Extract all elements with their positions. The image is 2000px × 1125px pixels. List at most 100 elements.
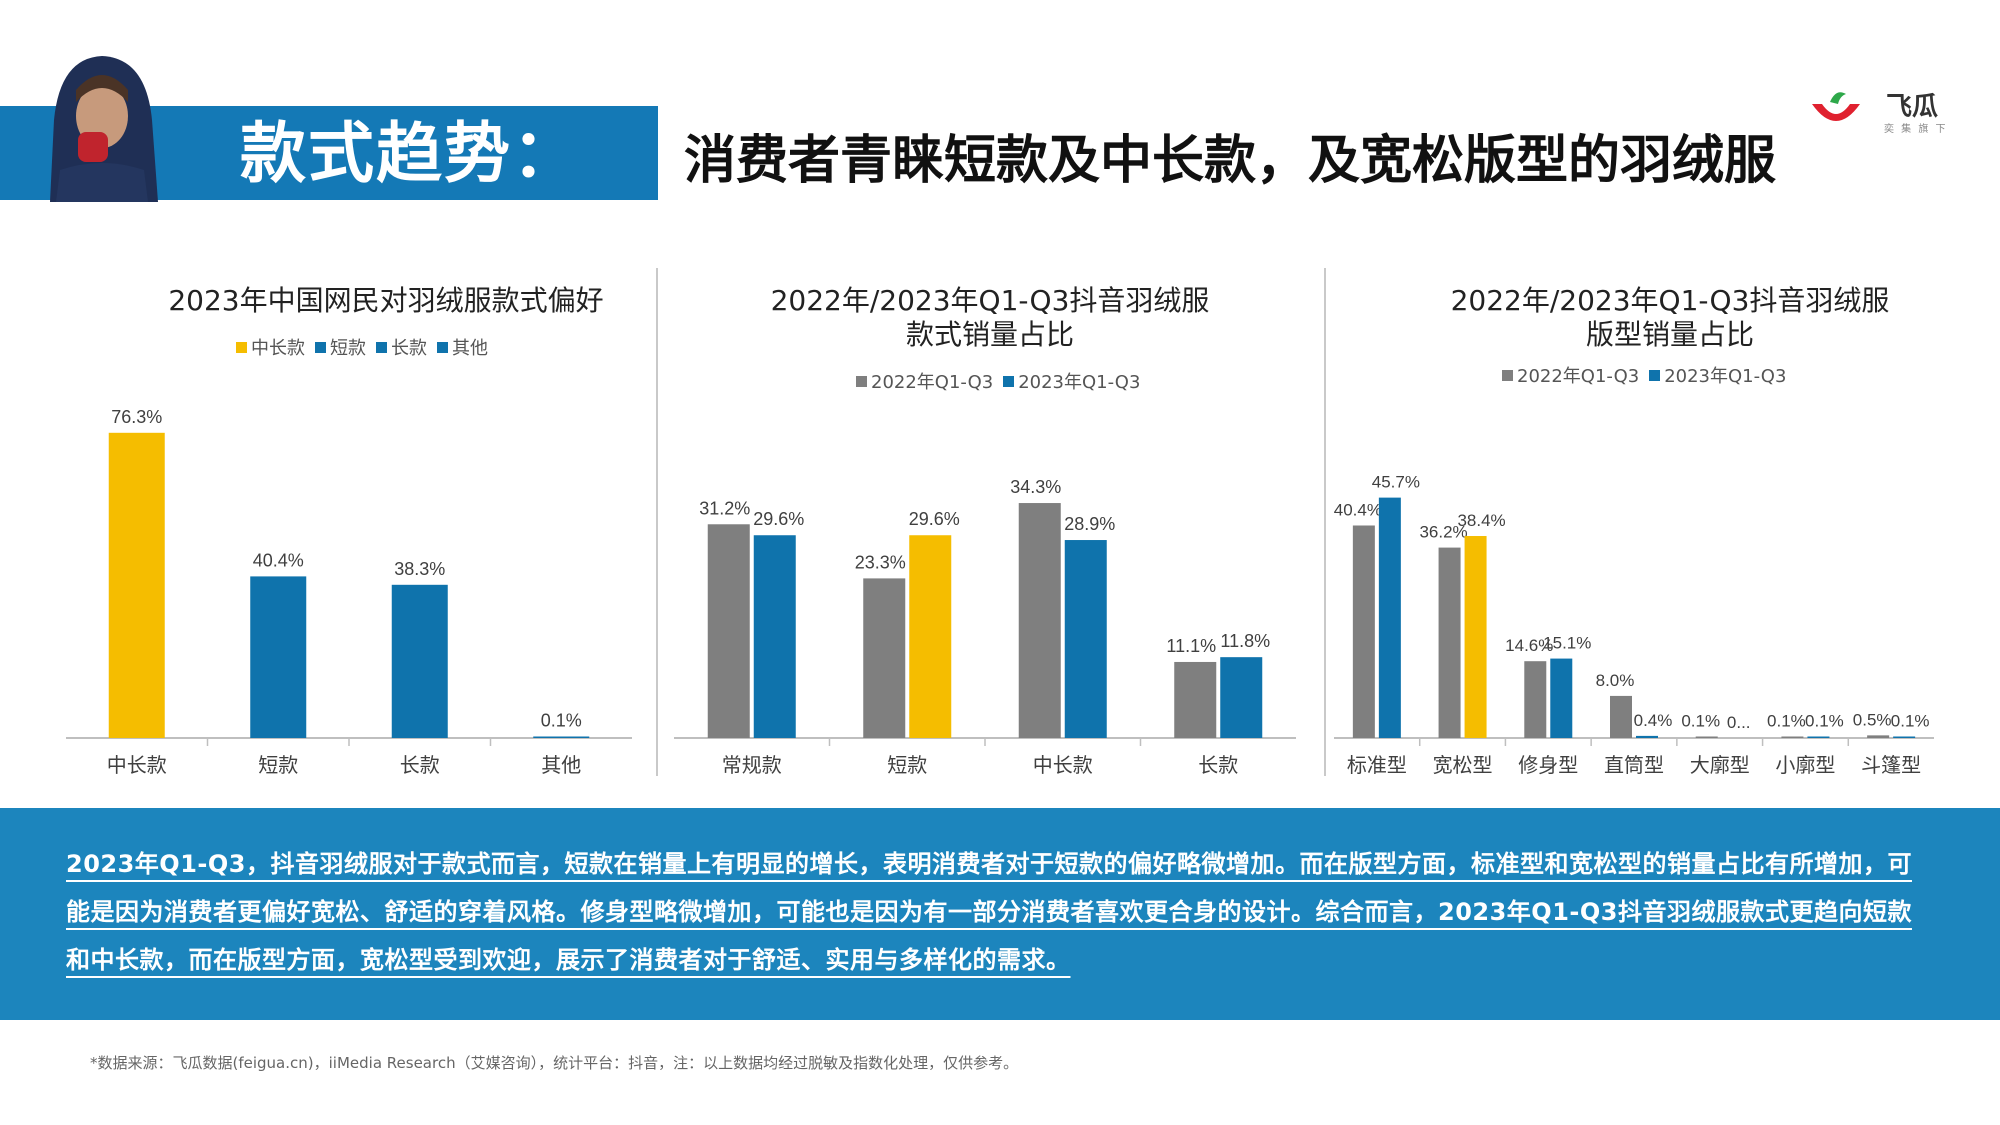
chart3-bar-chart: 40.4% 45.7% 标准型 36.2%38.4% 宽松型 14.6%15.1% 修身型 8… [1334,473,1934,777]
page-headline: 消费者青睐短款及中长款，及宽松版型的羽绒服 [684,130,1777,191]
data-label: 38.3% [394,559,445,579]
bar [1610,695,1632,738]
bar [1867,735,1890,738]
chart2-title: 2022年/2023年Q1-Q3抖音羽绒服 款式销量占比 [700,284,1280,352]
legend-item: 2022年Q1-Q3 [1502,362,1639,388]
x-tick-label: 中长款 [107,753,167,777]
bar [1807,736,1830,738]
x-tick-label: 小廓型 [1775,753,1835,777]
x-tick-label: 宽松型 [1433,753,1493,777]
legend-item: 2023年Q1-Q3 [1003,368,1140,394]
data-label: 40.4% [253,550,304,570]
data-label: 15.1% [1543,634,1591,653]
bar [1893,736,1916,738]
chart1-legend: 中长款 短款 长款 其他 [236,334,488,360]
data-label: 8.0% [1596,671,1635,690]
bar [863,578,906,738]
section-title: 款式趋势： [240,115,580,192]
legend-item: 中长款 [236,334,305,360]
bar [533,736,590,738]
person-in-parka-image [50,56,158,202]
legend-label: 短款 [330,338,366,359]
data-label: 0.1% [1681,712,1720,731]
legend-item: 2022年Q1-Q3 [856,368,993,394]
chart3-title-line1: 2022年/2023年Q1-Q3抖音羽绒服 [1450,284,1890,317]
legend-item: 2023年Q1-Q3 [1649,362,1786,388]
logo-subtext: 奕 集 旗 下 [1884,124,1948,135]
bar [1524,661,1547,738]
legend-label: 中长款 [251,338,305,359]
data-label: 36.2% [1419,523,1467,542]
bar [1018,503,1061,738]
legend-swatch [1502,369,1513,381]
chart3-title: 2022年/2023年Q1-Q3抖音羽绒服 版型销量占比 [1370,284,1970,352]
bar [1220,657,1263,738]
x-tick-label: 其他 [541,753,581,777]
x-tick-label: 长款 [400,753,440,777]
bar [1550,658,1573,738]
panel-divider [1324,268,1326,776]
bar [1174,661,1217,738]
bar [1352,525,1375,738]
x-tick-label: 标准型 [1347,753,1407,777]
bar [909,535,952,738]
data-label: 0... [1727,713,1751,732]
data-label: 11.1% [1166,636,1216,656]
bar [1438,547,1461,738]
panel-divider [656,268,658,776]
data-label: 76.3% [111,407,162,427]
legend-swatch [1649,369,1661,381]
legend-label: 长款 [391,338,427,359]
chart2-bar-chart: 31.2%29.6%常规款23.3%29.6%短款34.3%28.9%中长款11… [674,477,1296,777]
bar [1064,540,1107,738]
x-tick-label: 直筒型 [1604,753,1664,777]
source-footnote: *数据来源：飞瓜数据(feigua.cn)，iiMedia Research（艾… [90,1054,1019,1072]
x-tick-label: 修身型 [1518,753,1578,777]
legend-swatch [236,341,247,353]
legend-swatch [437,341,448,353]
bar [707,524,750,738]
bar [1636,735,1658,738]
bar [1695,736,1718,738]
data-label: 0.1% [1891,712,1930,731]
x-tick-label: 大廓型 [1690,753,1750,777]
data-label: 0.4% [1634,711,1673,730]
data-label: 0.1% [541,711,582,731]
data-label: 29.6% [909,509,960,529]
bar [391,584,448,738]
legend-label: 其他 [452,338,488,359]
bar [1781,736,1804,738]
chart3-legend: 2022年Q1-Q3 2023年Q1-Q3 [1502,362,1786,388]
legend-label: 2023年Q1-Q3 [1664,366,1787,387]
chart2-legend: 2022年Q1-Q3 2023年Q1-Q3 [856,368,1140,394]
x-tick-label: 长款 [1198,753,1238,777]
legend-swatch [376,341,387,353]
data-label: 34.3% [1010,477,1061,497]
data-label: 28.9% [1064,514,1115,534]
x-tick-label: 短款 [258,753,298,777]
legend-swatch [856,375,867,387]
data-label: 31.2% [699,498,750,518]
bar [753,535,796,738]
data-label: 38.4% [1457,511,1505,530]
legend-label: 2022年Q1-Q3 [1517,366,1640,387]
logo-text: 飞瓜 [1886,92,1939,122]
x-tick-label: 常规款 [722,753,782,777]
legend-item: 长款 [376,334,427,360]
legend-label: 2023年Q1-Q3 [1018,372,1141,393]
legend-item: 短款 [315,334,366,360]
bar [1464,536,1487,738]
data-label: 45.7% [1372,473,1420,492]
chart3-title-line2: 版型销量占比 [1585,318,1754,351]
summary-box [0,808,2000,1020]
x-tick-label: 短款 [887,753,927,777]
feigua-logo-icon [1812,92,1860,121]
data-label: 0.5% [1853,710,1892,729]
data-label: 11.8% [1220,631,1270,651]
bar [250,576,307,738]
legend-swatch [315,341,326,353]
legend-item: 其他 [437,334,488,360]
legend-swatch [1003,375,1015,387]
chart1-title: 2023年中国网民对羽绒服款式偏好 [168,284,604,317]
legend-label: 2022年Q1-Q3 [871,372,994,393]
